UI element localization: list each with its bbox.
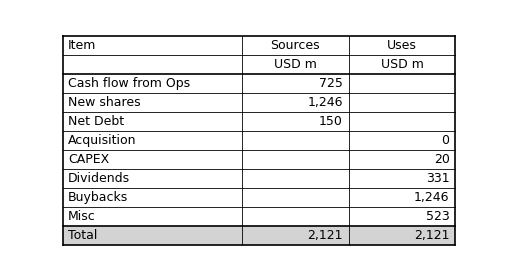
Text: USD m: USD m bbox=[380, 58, 423, 71]
Text: Net Debt: Net Debt bbox=[68, 115, 124, 128]
Text: 1,246: 1,246 bbox=[413, 191, 448, 204]
Text: 523: 523 bbox=[425, 210, 448, 223]
Text: 2,121: 2,121 bbox=[307, 229, 342, 242]
Text: Dividends: Dividends bbox=[68, 172, 130, 185]
Text: Buybacks: Buybacks bbox=[68, 191, 128, 204]
Text: 2,121: 2,121 bbox=[413, 229, 448, 242]
Bar bbox=[63, 226, 454, 245]
Bar bbox=[63, 36, 241, 74]
Bar bbox=[348, 36, 454, 74]
Text: USD m: USD m bbox=[273, 58, 316, 71]
Text: 0: 0 bbox=[441, 134, 448, 147]
Text: New shares: New shares bbox=[68, 96, 140, 109]
Text: 150: 150 bbox=[318, 115, 342, 128]
Text: Item: Item bbox=[68, 39, 96, 51]
Bar bbox=[241, 36, 348, 74]
Text: 725: 725 bbox=[318, 77, 342, 90]
Text: Total: Total bbox=[68, 229, 97, 242]
Text: 331: 331 bbox=[425, 172, 448, 185]
Text: CAPEX: CAPEX bbox=[68, 153, 109, 166]
Text: Misc: Misc bbox=[68, 210, 95, 223]
Text: 20: 20 bbox=[433, 153, 448, 166]
Text: Acquisition: Acquisition bbox=[68, 134, 136, 147]
Text: Sources: Sources bbox=[270, 39, 319, 51]
Text: Cash flow from Ops: Cash flow from Ops bbox=[68, 77, 190, 90]
Text: 1,246: 1,246 bbox=[307, 96, 342, 109]
Text: Uses: Uses bbox=[386, 39, 416, 51]
